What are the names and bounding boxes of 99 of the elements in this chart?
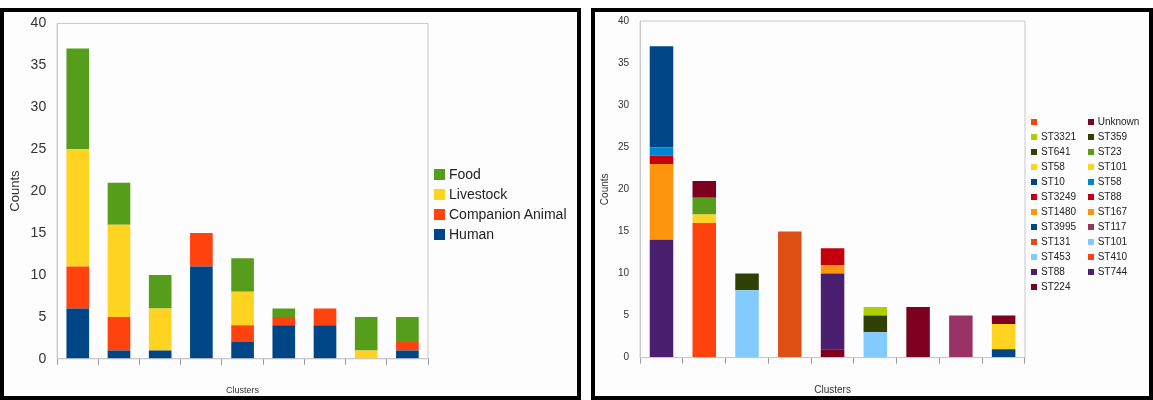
bar: [190, 233, 213, 267]
bar: [396, 342, 419, 351]
bar: [107, 182, 131, 225]
y-tick-label: 5: [623, 309, 630, 321]
bar: [313, 308, 337, 326]
legend-label: ST359: [1097, 131, 1128, 142]
legend-label: ST23: [1097, 146, 1122, 157]
bar: [396, 350, 419, 359]
bar: [231, 291, 254, 326]
bar: [190, 266, 213, 359]
bar: [107, 316, 131, 351]
legend-label: ST10: [1041, 176, 1065, 187]
legend-label: ST58: [1097, 176, 1122, 187]
y-tick-label: 40: [618, 14, 630, 26]
bar: [231, 258, 254, 292]
y-tick-label: 5: [38, 307, 47, 324]
bar: [649, 164, 674, 240]
y-axis-title: Counts: [598, 173, 610, 206]
legend-label: Companion Animal: [449, 206, 567, 222]
bar: [148, 308, 172, 351]
bar: [649, 239, 674, 358]
y-tick-label: 25: [618, 140, 630, 152]
legend-label: ST117: [1097, 221, 1127, 232]
legend-label: ST224: [1041, 281, 1071, 292]
bar: [820, 248, 845, 266]
legend-label: Human: [449, 226, 495, 242]
bar: [863, 332, 888, 358]
bar: [692, 197, 717, 215]
bar: [649, 147, 674, 156]
bar: [649, 46, 674, 148]
y-tick-label: 10: [30, 265, 47, 282]
bar: [692, 180, 717, 198]
y-tick-label: 30: [618, 98, 630, 110]
bar: [272, 308, 296, 317]
legend-label: ST58: [1041, 161, 1065, 172]
bar: [107, 350, 131, 359]
legend-label: ST131: [1041, 236, 1071, 247]
bar: [692, 214, 717, 223]
y-tick-label: 20: [30, 181, 47, 198]
bar: [991, 323, 1016, 350]
legend-label: ST453: [1041, 251, 1071, 262]
bar: [735, 290, 759, 358]
bar: [991, 349, 1016, 358]
bar: [863, 307, 888, 316]
y-tick-label: 15: [618, 225, 630, 237]
bar: [231, 342, 254, 359]
bar: [272, 316, 296, 326]
bar: [107, 224, 131, 317]
legend-label: ST167: [1097, 206, 1128, 217]
y-axis-title: Counts: [7, 170, 23, 212]
bar: [66, 149, 90, 267]
y-tick-label: 0: [623, 351, 630, 363]
legend-label: ST641: [1041, 146, 1071, 157]
y-tick-label: 0: [38, 349, 47, 366]
bar: [396, 316, 419, 343]
bar: [991, 315, 1016, 324]
x-axis-title: Clusters: [814, 383, 851, 395]
legend-label: ST88: [1041, 266, 1065, 277]
bar: [148, 350, 172, 359]
bar: [778, 231, 802, 358]
bar: [231, 325, 254, 343]
legend-label: ST3321: [1041, 131, 1077, 142]
bar: [313, 325, 337, 359]
y-tick-label: 40: [30, 14, 47, 31]
bar: [66, 48, 90, 150]
legend-label: ST410: [1097, 251, 1128, 262]
y-tick-label: 35: [618, 56, 630, 68]
bar: [949, 315, 973, 358]
bar: [148, 274, 172, 309]
y-tick-label: 15: [30, 223, 47, 240]
y-tick-label: 10: [618, 267, 630, 279]
bar: [820, 349, 845, 358]
y-tick-label: 25: [30, 140, 47, 157]
x-axis-title: Clusters: [226, 385, 260, 396]
bar: [354, 316, 378, 351]
legend-label: ST744: [1097, 266, 1128, 277]
bar: [354, 350, 378, 359]
legend-label: ST3249: [1041, 191, 1077, 202]
bar: [66, 308, 90, 359]
bar: [649, 155, 674, 165]
legend-label: ST101: [1097, 236, 1128, 247]
bar: [735, 273, 759, 291]
bar: [820, 265, 845, 274]
y-tick-label: 30: [30, 98, 47, 115]
legend-label: Livestock: [449, 186, 508, 202]
bar: [692, 222, 717, 358]
bar: [863, 315, 888, 333]
bar: [820, 273, 845, 350]
bar: [906, 307, 930, 358]
bar: [66, 266, 90, 309]
legend-label: ST3995: [1041, 221, 1077, 232]
legend-label: Unknown: [1097, 116, 1140, 127]
legend-label: ST1480: [1041, 206, 1077, 217]
legend-label: ST101: [1097, 161, 1128, 172]
legend-label: Food: [449, 166, 481, 182]
y-tick-label: 35: [30, 56, 47, 73]
legend-label: ST88: [1097, 191, 1122, 202]
bar: [272, 325, 296, 359]
y-tick-label: 20: [618, 183, 630, 195]
